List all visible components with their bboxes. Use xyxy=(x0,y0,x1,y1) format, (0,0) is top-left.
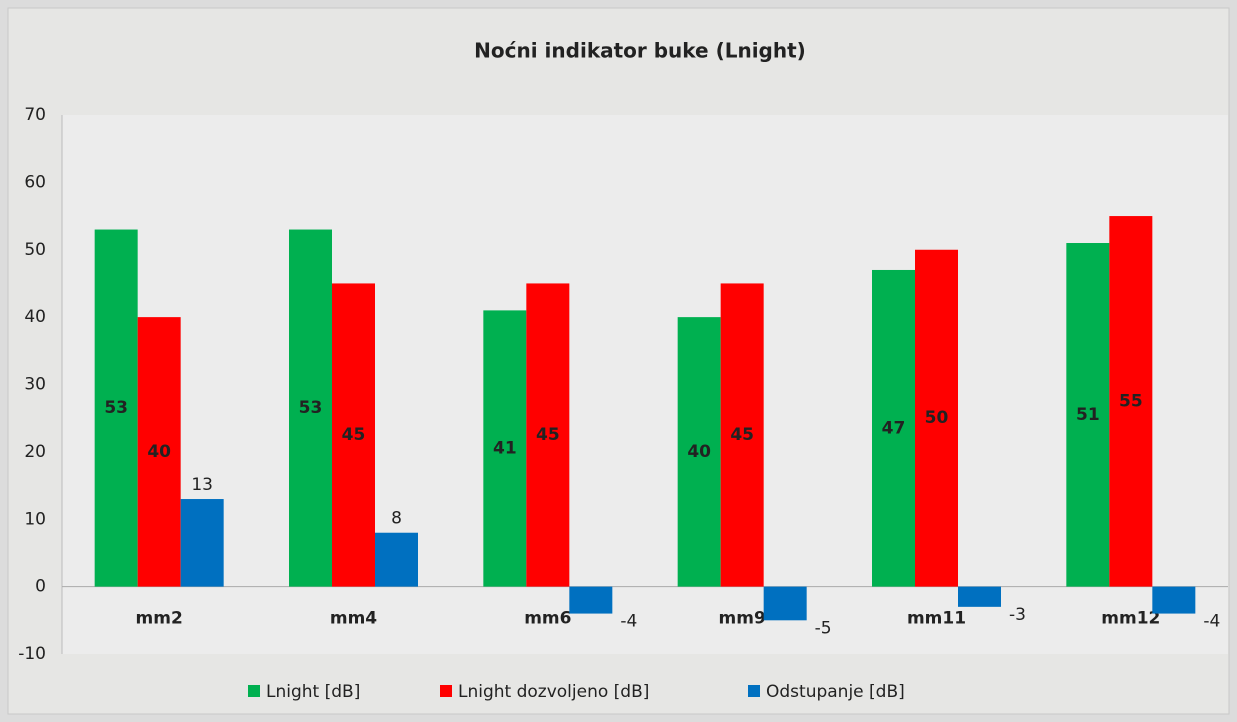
y-tick-label: 0 xyxy=(35,577,46,597)
legend-label: Lnight [dB] xyxy=(266,682,360,702)
data-label: -4 xyxy=(620,612,637,632)
x-tick-label: mm11 xyxy=(907,609,966,629)
bar xyxy=(872,269,915,587)
y-tick-label: 40 xyxy=(24,307,46,327)
data-label: 47 xyxy=(882,418,906,438)
data-label: 53 xyxy=(104,398,128,418)
data-label: 41 xyxy=(493,439,517,459)
data-label: -3 xyxy=(1009,605,1026,625)
y-tick-label: 70 xyxy=(24,105,46,125)
x-tick-label: mm6 xyxy=(524,609,571,629)
bar xyxy=(677,317,721,587)
plot-area xyxy=(62,115,1228,654)
bar xyxy=(94,229,138,587)
chart-title: Noćni indikator buke (Lnight) xyxy=(474,39,806,63)
bar xyxy=(375,532,418,587)
bar xyxy=(289,229,332,587)
legend-swatch xyxy=(440,685,452,697)
bar xyxy=(332,283,375,587)
data-label: 40 xyxy=(687,442,711,462)
bar xyxy=(720,283,764,587)
data-label: 50 xyxy=(925,408,949,428)
bar xyxy=(180,499,224,587)
legend-swatch xyxy=(248,685,260,697)
data-label: 40 xyxy=(147,442,171,462)
bar xyxy=(1066,243,1110,587)
bar xyxy=(483,310,527,587)
bar xyxy=(1109,216,1153,587)
x-tick-label: mm4 xyxy=(330,609,377,629)
data-label: 51 xyxy=(1076,405,1100,425)
legend-label: Odstupanje [dB] xyxy=(766,682,905,702)
data-label: -4 xyxy=(1203,612,1220,632)
legend-swatch xyxy=(748,685,760,697)
legend-label: Lnight dozvoljeno [dB] xyxy=(458,682,649,702)
bar xyxy=(137,317,181,587)
bar xyxy=(763,586,807,621)
x-tick-label: mm12 xyxy=(1101,609,1160,629)
bar xyxy=(915,249,958,587)
y-tick-label: 60 xyxy=(24,172,46,192)
data-label: 55 xyxy=(1119,391,1143,411)
data-label: 13 xyxy=(191,475,213,495)
y-tick-label: 30 xyxy=(24,375,46,395)
data-label: 8 xyxy=(391,509,402,529)
y-tick-label: 20 xyxy=(24,442,46,462)
y-tick-label: 10 xyxy=(24,509,46,529)
x-tick-label: mm9 xyxy=(719,609,766,629)
data-label: 45 xyxy=(730,425,754,445)
data-label: 45 xyxy=(342,425,366,445)
bar xyxy=(1152,586,1196,614)
bar xyxy=(569,586,613,614)
data-label: -5 xyxy=(815,618,832,638)
data-label: 53 xyxy=(299,398,323,418)
bar xyxy=(958,586,1001,607)
data-label: 45 xyxy=(536,425,560,445)
bar xyxy=(526,283,570,587)
x-tick-label: mm2 xyxy=(136,609,183,629)
y-tick-label: -10 xyxy=(18,644,46,664)
y-tick-label: 50 xyxy=(24,240,46,260)
